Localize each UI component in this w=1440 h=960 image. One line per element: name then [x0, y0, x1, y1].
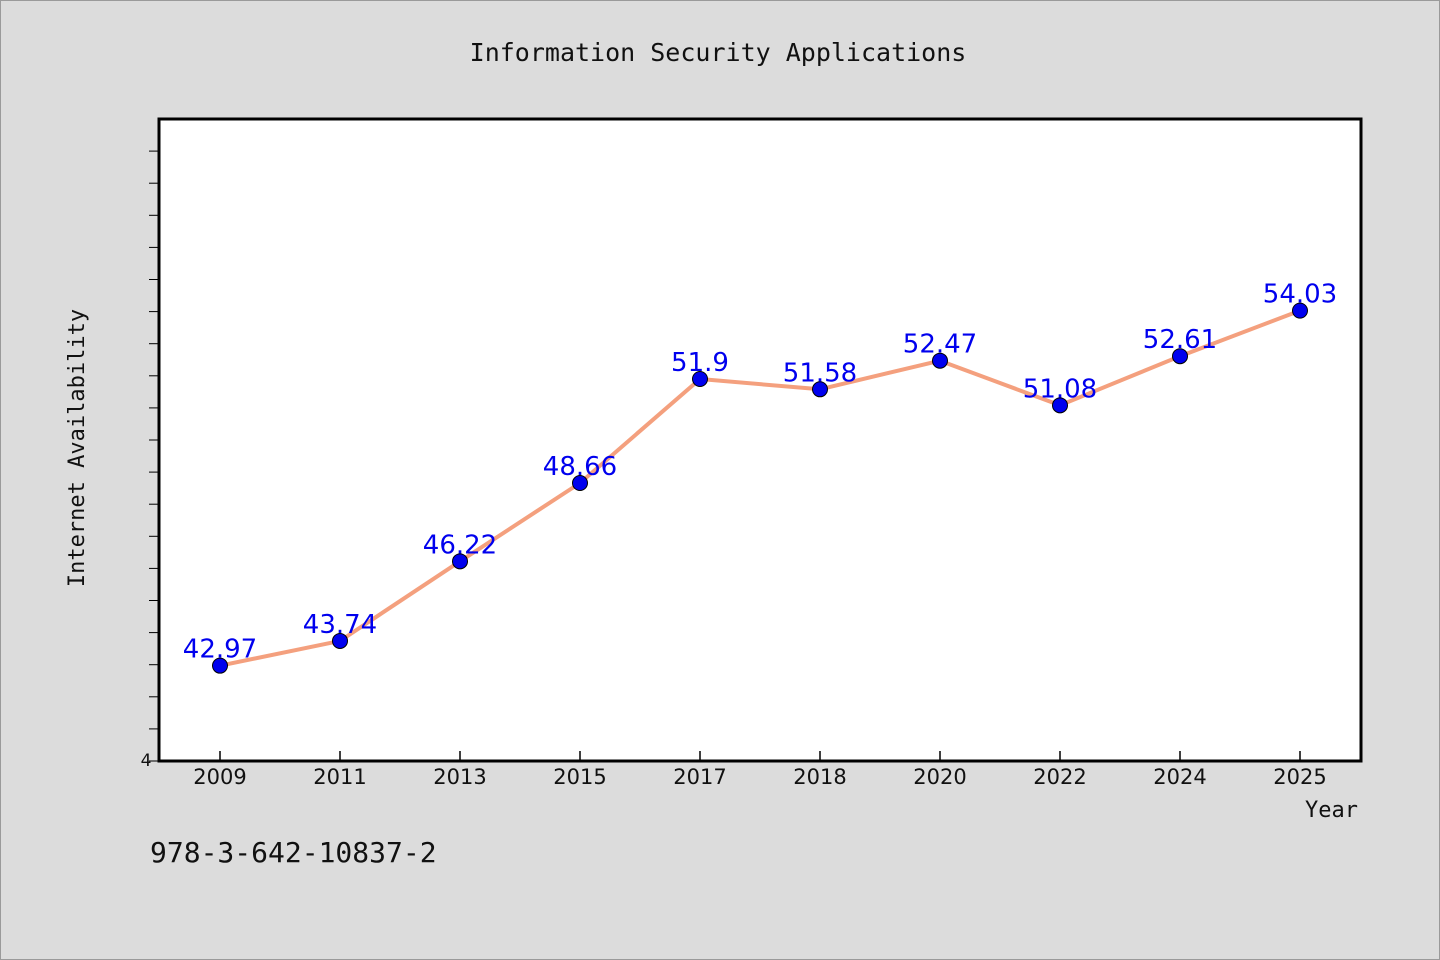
- data-point-marker: [212, 657, 228, 674]
- x-tick-label: 2009: [193, 765, 246, 789]
- y-axis-ticks: [149, 150, 159, 762]
- x-tick-label: 2020: [913, 765, 966, 789]
- data-label: 52.47: [903, 330, 977, 360]
- data-point-marker: [812, 381, 828, 398]
- data-label: 51.08: [1023, 374, 1097, 404]
- chart-title: Information Security Applications: [470, 38, 967, 67]
- x-tick-label: 2024: [1153, 765, 1206, 789]
- x-tick-label: 2011: [313, 765, 366, 789]
- x-axis: 2009 2011 2013 2015 2017 2018 2020 2022 2024 2025: [193, 751, 1327, 789]
- data-point-marker: [1292, 302, 1308, 319]
- data-point-marker: [452, 553, 468, 570]
- x-tick-label: 2017: [673, 765, 726, 789]
- data-labels: 42.97 43.74 46.22 48.66 51.9 51.58 52.47 51.08 5…: [183, 280, 1337, 665]
- x-tick-label: 2022: [1033, 765, 1086, 789]
- x-tick-label: 2013: [433, 765, 486, 789]
- data-point-marker: [692, 371, 708, 388]
- data-label: 51.58: [783, 358, 857, 388]
- isbn-label: 978-3-642-10837-2: [150, 836, 437, 869]
- data-point-marker: [332, 632, 348, 649]
- data-label: 46.22: [423, 530, 497, 560]
- data-label: 48.66: [543, 452, 617, 482]
- data-point-marker: [1172, 348, 1188, 365]
- x-tick-label: 2025: [1273, 765, 1326, 789]
- data-label: 43.74: [303, 610, 377, 640]
- data-point-marker: [572, 475, 588, 492]
- data-point-marker: [1052, 397, 1068, 414]
- data-label: 54.03: [1263, 280, 1337, 310]
- series-markers: [212, 302, 1308, 674]
- data-label: 52.61: [1143, 325, 1217, 355]
- data-label: 42.97: [183, 635, 257, 665]
- y-axis-label: Internet Availability: [65, 309, 90, 587]
- series-line: [218, 308, 1302, 668]
- x-axis-label: Year: [1305, 798, 1358, 823]
- y-tick-label: 4: [141, 751, 152, 771]
- data-label: 51.9: [671, 348, 729, 378]
- plot-area: [157, 117, 1363, 763]
- x-tick-label: 2018: [793, 765, 846, 789]
- data-point-marker: [932, 352, 948, 369]
- x-tick-label: 2015: [553, 765, 606, 789]
